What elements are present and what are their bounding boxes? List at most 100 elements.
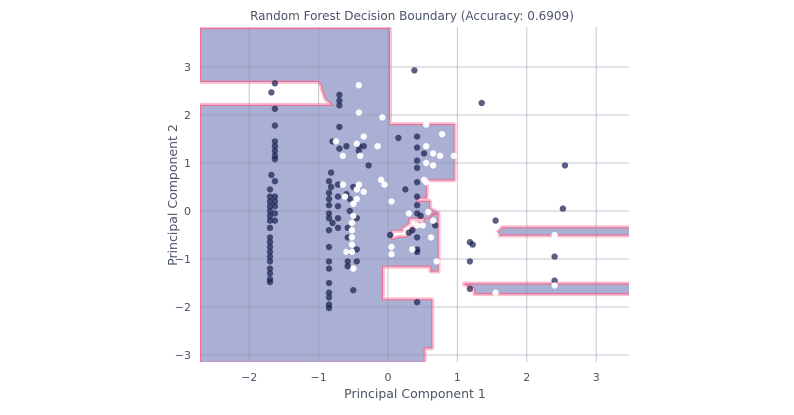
data-point-class-0 [413,133,421,140]
data-point-class-0 [432,222,439,229]
data-point-class-1 [450,152,458,159]
data-point-class-0 [492,217,499,224]
y-tick-label: −2 [175,301,191,314]
y-axis-label: Principal Component 2 [165,124,180,266]
x-tick-label: −2 [241,371,257,384]
data-point-class-0 [271,147,279,155]
data-point-class-0 [268,89,275,96]
data-point-class-1 [355,109,363,116]
data-point-class-0 [413,210,421,217]
data-point-class-0 [266,243,274,251]
data-point-class-0 [271,105,279,113]
x-tick-label: 2 [523,371,530,384]
data-point-class-1 [339,152,347,159]
data-point-class-0 [271,122,279,129]
x-tick-label: 1 [454,371,461,384]
data-point-class-0 [334,193,342,200]
data-point-class-0 [478,99,485,107]
data-point-class-0 [346,207,353,215]
data-point-class-0 [344,258,351,265]
data-point-class-1 [348,248,356,255]
y-tick-label: −3 [175,349,191,362]
data-point-class-1 [353,195,360,203]
data-point-class-0 [266,224,274,231]
data-point-class-1 [350,212,357,219]
data-point-class-0 [413,234,421,241]
y-tick-label: −1 [175,253,191,266]
x-axis-ticks: −2 −1 0 1 2 3 [241,371,600,384]
data-point-class-0 [325,304,333,312]
decision-region-class-0 [464,283,629,295]
data-point-class-0 [266,198,274,205]
data-point-class-0 [343,143,350,150]
y-tick-label: 0 [184,205,191,218]
data-point-class-0 [336,97,343,104]
x-tick-label: −1 [310,371,326,384]
data-point-class-0 [329,219,336,227]
data-point-class-1 [381,181,388,188]
data-point-class-1 [348,241,356,248]
data-point-class-0 [336,91,343,99]
data-point-class-0 [271,210,279,217]
data-point-class-1 [405,210,412,217]
data-point-class-1 [343,248,350,255]
data-point-class-0 [325,210,333,217]
data-point-class-0 [325,243,333,251]
data-point-class-0 [420,150,428,157]
data-point-class-0 [266,217,274,224]
data-point-class-0 [325,265,333,272]
data-point-class-1 [350,200,357,207]
data-point-class-0 [271,138,279,145]
grid-lines [200,27,629,362]
data-point-class-0 [266,212,274,219]
data-point-class-0 [266,270,274,277]
data-point-class-0 [266,265,274,272]
data-point-class-1 [377,176,385,183]
data-point-class-1 [433,258,440,265]
data-point-class-0 [350,287,357,294]
y-tick-label: 2 [184,109,191,122]
data-point-class-1 [348,219,356,227]
data-point-class-0 [386,231,394,239]
data-point-class-0 [266,207,274,215]
data-point-class-1 [379,114,386,121]
data-point-class-0 [413,157,421,164]
data-point-class-0 [466,285,474,292]
data-point-class-1 [492,289,499,296]
data-point-class-1 [423,121,430,128]
data-point-class-1 [429,217,437,224]
data-point-class-0 [413,299,421,306]
plot-area [200,27,629,362]
data-point-class-1 [360,188,367,195]
data-point-class-1 [374,143,381,150]
data-point-class-0 [266,239,274,246]
x-tick-label: 0 [385,371,392,384]
data-point-class-1 [427,234,435,241]
data-point-class-0 [325,195,333,203]
data-point-class-1 [423,143,430,150]
data-point-class-0 [325,215,333,222]
data-point-class-1 [360,133,367,140]
data-point-class-1 [388,251,395,258]
data-point-class-0 [271,143,279,150]
data-point-class-0 [266,203,274,210]
data-point-class-0 [346,195,353,203]
data-point-class-0 [325,294,333,301]
data-point-class-1 [332,138,340,145]
data-point-class-0 [559,205,567,212]
data-point-class-1 [348,227,356,234]
data-point-class-1 [438,131,446,138]
data-point-class-0 [271,156,279,163]
data-point-class-0 [365,162,372,169]
data-point-class-1 [353,186,360,193]
data-point-class-0 [413,193,421,200]
data-point-class-0 [325,227,333,234]
data-point-class-0 [551,253,558,260]
data-point-class-0 [266,186,274,193]
data-point-class-0 [413,179,421,186]
data-point-class-1 [420,176,428,183]
data-point-class-1 [551,282,558,289]
y-tick-label: 1 [184,157,191,170]
data-point-class-0 [325,202,333,209]
